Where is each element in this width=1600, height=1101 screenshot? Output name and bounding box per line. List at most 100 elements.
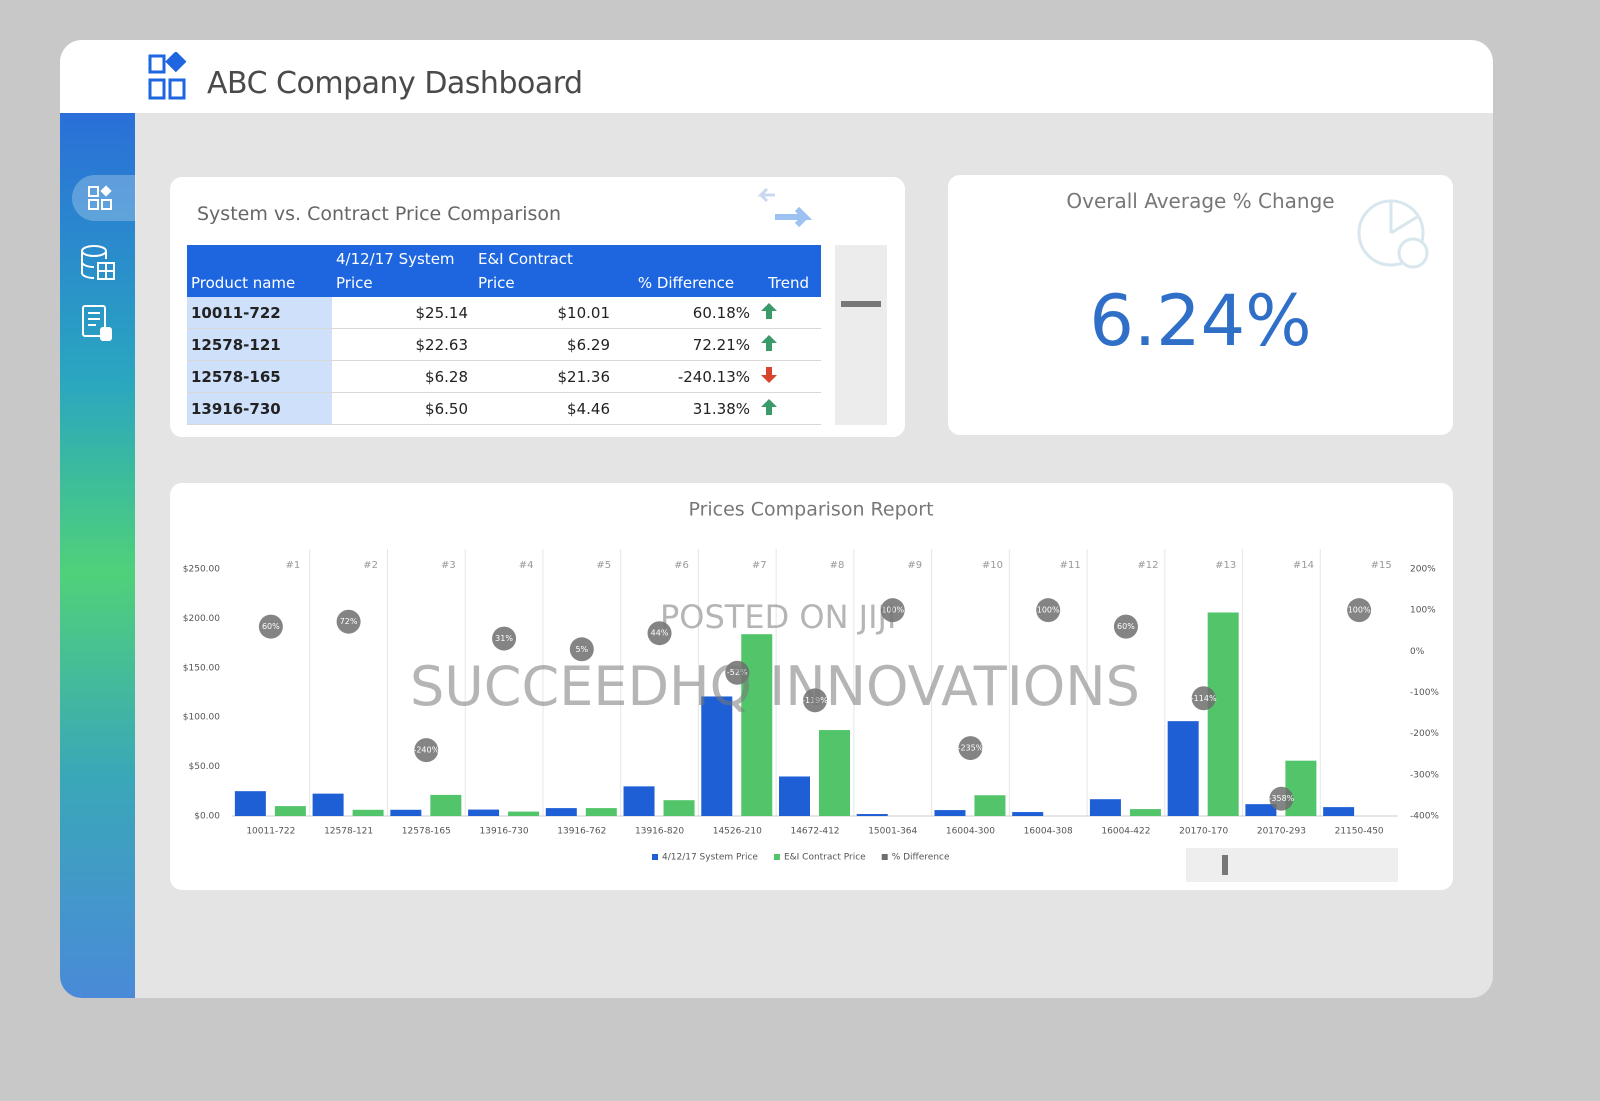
column-header: 4/12/17 System Price (332, 245, 474, 297)
category-number: #8 (830, 560, 845, 571)
data-label: -119% (802, 696, 828, 705)
trend-down (761, 366, 777, 383)
category-number: #11 (1060, 560, 1081, 571)
difference-dot (647, 621, 672, 646)
category-number: #12 (1137, 560, 1158, 571)
nav-icon-data[interactable] (78, 243, 118, 283)
kpi-panel: Overall Average % Change 6.24% (948, 175, 1453, 435)
kpi-title: Overall Average % Change (1066, 189, 1335, 213)
data-label: 5% (575, 645, 588, 654)
bar (545, 808, 577, 816)
category-number: #15 (1371, 560, 1392, 571)
nav-icon-report[interactable] (80, 303, 116, 345)
table-cell: $25.14 (332, 297, 474, 329)
nav-active[interactable] (72, 175, 136, 221)
x-tick-label: 14672-412 (790, 827, 839, 837)
table-row: 10011-722 $25.14 $10.01 60.18% (187, 297, 821, 329)
legend-label: 4/12/17 System Price (662, 853, 758, 863)
data-label: 60% (1117, 622, 1135, 631)
category-number: #3 (441, 560, 456, 571)
difference-dot (258, 614, 283, 639)
y2-tick-label: -200% (1410, 729, 1439, 739)
x-tick-label: 20170-170 (1179, 827, 1228, 837)
watermark: POSTED ON JIJI (660, 598, 897, 636)
table-cell: $21.36 (474, 360, 616, 393)
legend-label: E&I Contract Price (784, 853, 866, 863)
bar (701, 696, 733, 816)
difference-dot (1191, 686, 1216, 711)
data-label: -114% (1191, 694, 1217, 703)
trend-up (761, 302, 777, 319)
dashboard: ABC Company Dashboard System vs. Contrac… (60, 40, 1493, 998)
bar (585, 808, 617, 816)
trend-cell (756, 360, 821, 393)
column-header: Product name (187, 245, 332, 297)
y-tick-label: $150.00 (183, 663, 220, 673)
column-header: E&I Contract Price (474, 245, 616, 297)
chart-slider[interactable] (1186, 848, 1398, 882)
table-panel: System vs. Contract Price Comparison Pro… (170, 177, 905, 437)
bar (312, 793, 344, 816)
table-cell: -240.13% (616, 360, 756, 393)
data-label: 60% (262, 622, 280, 631)
x-tick-label: 12578-165 (402, 827, 451, 837)
category-number: #6 (674, 560, 689, 571)
category-number: #14 (1293, 560, 1314, 571)
bar (1089, 799, 1121, 816)
table-cell: 12578-165 (187, 360, 332, 393)
slider-handle[interactable] (1222, 855, 1228, 875)
logo (148, 52, 187, 100)
bar (390, 809, 422, 816)
bar (974, 795, 1006, 816)
column-header: Trend (756, 245, 821, 297)
data-label: 100% (1037, 606, 1060, 615)
y-tick-label: $100.00 (183, 713, 220, 723)
x-tick-label: 13916-820 (635, 827, 684, 837)
chart-panel: Prices Comparison Report $0.00 $50.00 $100… (170, 483, 1453, 890)
data-label: 31% (495, 634, 513, 643)
y2-tick-label: -400% (1410, 812, 1439, 822)
y2-tick-label: 100% (1410, 606, 1436, 616)
bar (1012, 812, 1044, 816)
table-cell: 12578-121 (187, 328, 332, 361)
bar (1245, 804, 1277, 816)
x-tick-label: 16004-308 (1024, 827, 1073, 837)
trend-cell (756, 297, 821, 329)
nav-icon-dashboard[interactable] (86, 183, 118, 213)
y2-tick-label: 200% (1410, 565, 1436, 575)
bar (1207, 612, 1239, 816)
table-cell: $10.01 (474, 297, 616, 329)
table-row: 12578-165 $6.28 $21.36 -240.13% (187, 360, 821, 393)
bar (468, 809, 500, 816)
legend-marker (773, 854, 780, 860)
table-cell: $4.46 (474, 392, 616, 425)
price-table: Product name 4/12/17 System Price E&I Co… (187, 245, 821, 425)
category-number: #13 (1215, 560, 1236, 571)
category-number: #1 (285, 560, 300, 571)
category-number: #2 (363, 560, 378, 571)
bar (1323, 807, 1355, 816)
y2-tick-label: -100% (1410, 688, 1439, 698)
difference-dot (958, 736, 983, 761)
data-label: 44% (651, 629, 669, 638)
bar (856, 814, 888, 816)
data-label: 72% (340, 617, 358, 626)
data-label: -52% (727, 668, 748, 677)
table-cell: 31.38% (616, 392, 756, 425)
scrollbar[interactable] (835, 245, 887, 425)
legend-marker (881, 854, 888, 860)
bar (234, 791, 266, 816)
pie-icon (1357, 199, 1429, 269)
data-label: 100% (881, 606, 904, 615)
bar (779, 776, 810, 816)
x-tick-label: 13916-730 (480, 827, 529, 837)
category-number: #5 (596, 560, 611, 571)
difference-dot (1269, 786, 1294, 811)
y-tick-label: $250.00 (183, 565, 220, 575)
legend-label: % Difference (892, 853, 950, 863)
bar (663, 800, 695, 816)
x-tick-label: 16004-300 (946, 827, 995, 837)
legend-marker (652, 854, 658, 860)
category-number: #10 (982, 560, 1003, 571)
